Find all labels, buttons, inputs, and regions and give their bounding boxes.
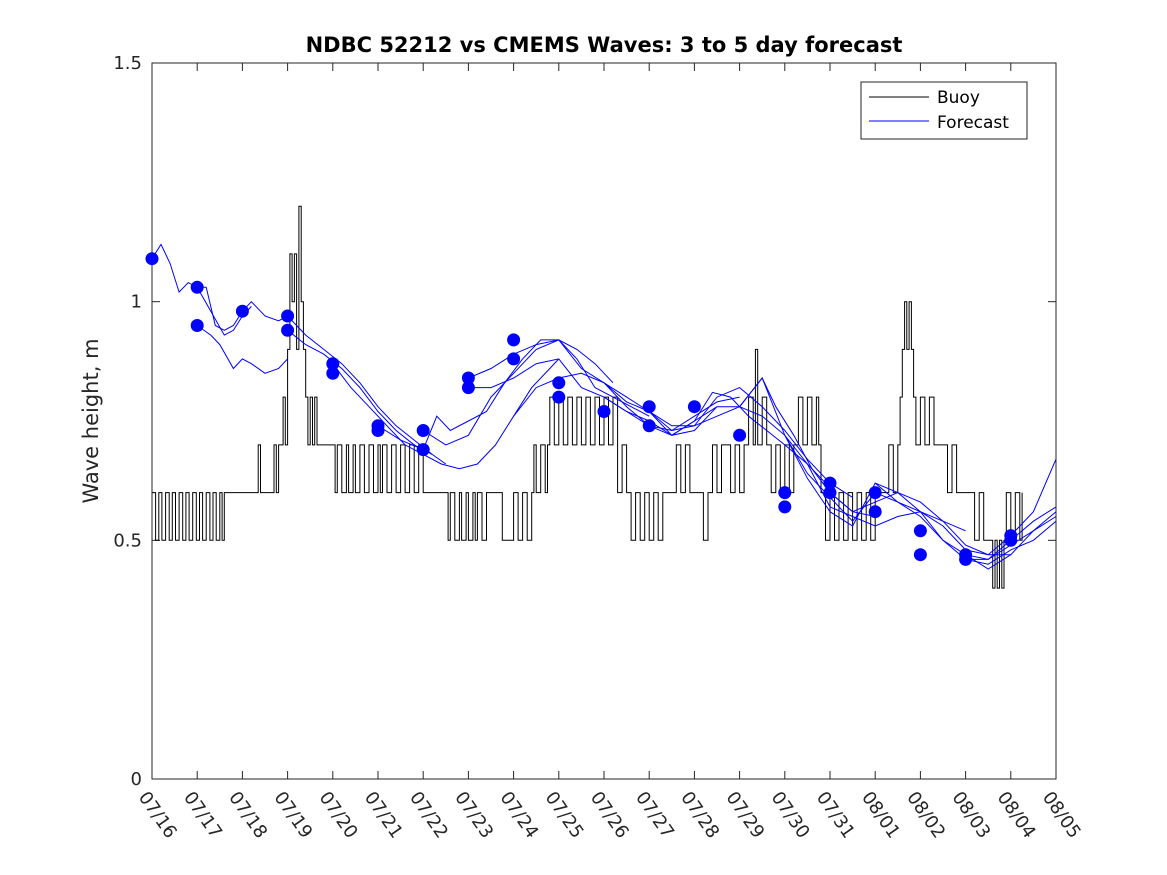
y-tick-label: 0 [131, 769, 142, 790]
x-tick-label: 07/22 [405, 788, 452, 843]
series-layer [145, 205, 1057, 589]
legend-box [860, 81, 1028, 140]
forecast-marker [190, 280, 204, 294]
forecast-series-line [287, 315, 433, 455]
forecast-series-line [920, 459, 1057, 556]
forecast-marker [823, 476, 837, 490]
forecast-marker [145, 252, 159, 266]
x-tick-label: 08/02 [902, 788, 949, 843]
y-axis-title: Wave height, m [79, 338, 103, 503]
x-tick-label: 07/28 [676, 788, 723, 843]
forecast-marker [687, 400, 701, 414]
forecast-marker [959, 552, 973, 566]
x-tick-label: 07/25 [541, 788, 588, 843]
forecast-marker [552, 376, 566, 390]
forecast-marker [235, 304, 249, 318]
forecast-marker [868, 505, 882, 519]
x-tick-label: 07/17 [179, 788, 226, 843]
forecast-series-line [151, 243, 288, 331]
forecast-series-line [739, 406, 966, 532]
buoy-series-line [152, 205, 1023, 589]
y-tick-label: 1 [131, 292, 142, 313]
x-tick-label: 07/27 [631, 788, 678, 843]
x-tick-label: 08/03 [948, 788, 995, 843]
forecast-marker [281, 309, 295, 323]
forecast-marker [281, 323, 295, 337]
forecast-marker [507, 352, 521, 366]
forecast-marker [1004, 533, 1018, 547]
forecast-marker [190, 319, 204, 332]
forecast-marker [733, 428, 747, 442]
forecast-marker [913, 524, 927, 538]
x-tick-label: 07/16 [134, 788, 181, 843]
x-tick-label: 07/26 [586, 788, 633, 843]
forecast-marker [868, 486, 882, 500]
x-tick-label: 07/29 [722, 788, 769, 843]
forecast-series-line [965, 511, 1057, 570]
forecast-marker [371, 424, 385, 437]
x-tick-label: 07/19 [270, 788, 317, 843]
forecast-marker [823, 486, 837, 500]
forecast-marker [778, 486, 792, 500]
y-tick-label: 1.5 [113, 53, 142, 74]
forecast-series-line [513, 372, 740, 432]
x-tick-label: 08/01 [857, 788, 904, 843]
forecast-marker [552, 390, 566, 404]
forecast-marker [461, 371, 475, 385]
y-tick-label: 0.5 [113, 530, 142, 551]
forecast-series-line [196, 325, 288, 374]
x-tick-label: 07/21 [360, 788, 407, 843]
forecast-marker [597, 405, 611, 418]
x-tick-label: 07/30 [767, 788, 814, 843]
forecast-marker [913, 548, 927, 562]
legend-forecast-label: Forecast [937, 113, 1009, 133]
forecast-series-line [694, 377, 921, 527]
chart-title: NDBC 52212 vs CMEMS Waves: 3 to 5 day fo… [306, 33, 903, 57]
forecast-series-line [422, 339, 650, 446]
x-tick-label: 07/31 [812, 788, 859, 843]
forecast-marker [642, 419, 656, 433]
forecast-series-line [332, 358, 560, 470]
x-tick-label: 08/04 [993, 788, 1040, 843]
forecast-marker [642, 400, 656, 414]
forecast-marker [326, 366, 340, 380]
forecast-marker [778, 500, 792, 514]
forecast-marker [326, 357, 340, 371]
legend-buoy-label: Buoy [937, 88, 980, 108]
legend: Buoy Forecast [860, 81, 1028, 140]
forecast-marker [416, 424, 430, 437]
forecast-series-line [468, 339, 695, 432]
x-tick-label: 07/20 [315, 788, 362, 843]
x-tick-label: 07/18 [224, 788, 271, 843]
x-tick-label: 07/23 [450, 788, 497, 843]
forecast-series-line [965, 520, 1057, 565]
forecast-marker [507, 333, 521, 347]
forecast-marker [416, 443, 430, 457]
forecast-marker [461, 381, 475, 395]
x-tick-label: 08/05 [1038, 788, 1085, 843]
x-tick-label: 07/24 [496, 788, 543, 843]
